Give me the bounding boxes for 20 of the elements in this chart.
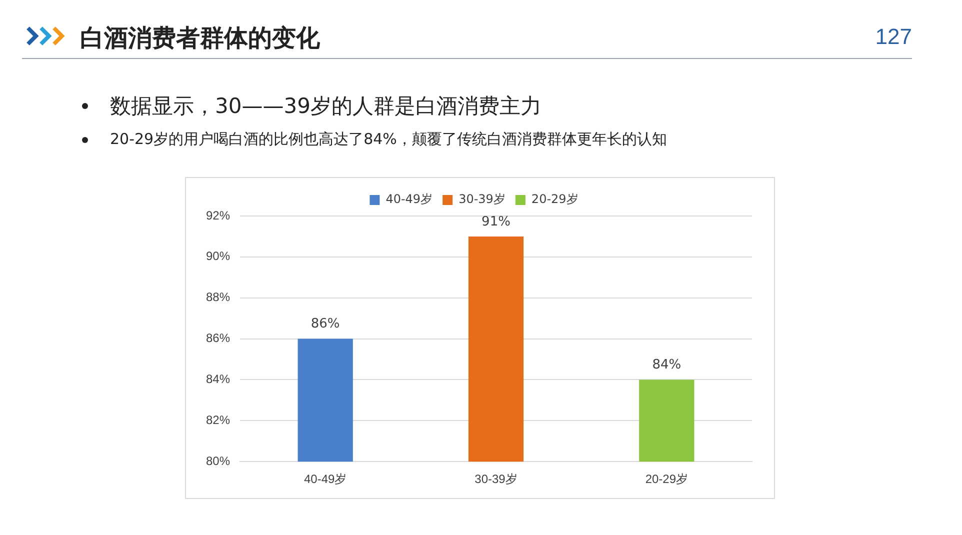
y-tick-label: 82% (206, 412, 230, 427)
y-tick-label: 88% (206, 290, 230, 304)
data-label: 91% (482, 214, 510, 230)
text: 20-29岁的用户喝白酒的比例也高达了84%，颠覆了传统白酒消费群体更年长的认知 (109, 130, 667, 149)
y-tick-label: 80% (206, 454, 230, 468)
y-tick-label: 86% (206, 331, 230, 346)
y-tick-label: 92% (206, 208, 230, 222)
x-tick-label: 20-29岁 (645, 472, 688, 486)
y-tick-label: 90% (206, 249, 230, 264)
text: 数据显示，30——39岁的人群是白酒消费主力 (109, 93, 542, 120)
legend-label: 40-49岁 (386, 192, 433, 206)
x-tick-label: 40-49岁 (304, 472, 347, 486)
data-label: 86% (310, 316, 340, 332)
legend-label: 30-39岁 (458, 192, 506, 206)
data-label: 84% (652, 358, 682, 373)
legend-label: 20-29岁 (531, 192, 578, 206)
y-tick-label: 84% (206, 372, 230, 386)
text: 127 (875, 24, 912, 50)
chart-title: 白酒消费者群体的变化 (80, 23, 320, 54)
x-tick-label: 30-39岁 (474, 472, 518, 486)
